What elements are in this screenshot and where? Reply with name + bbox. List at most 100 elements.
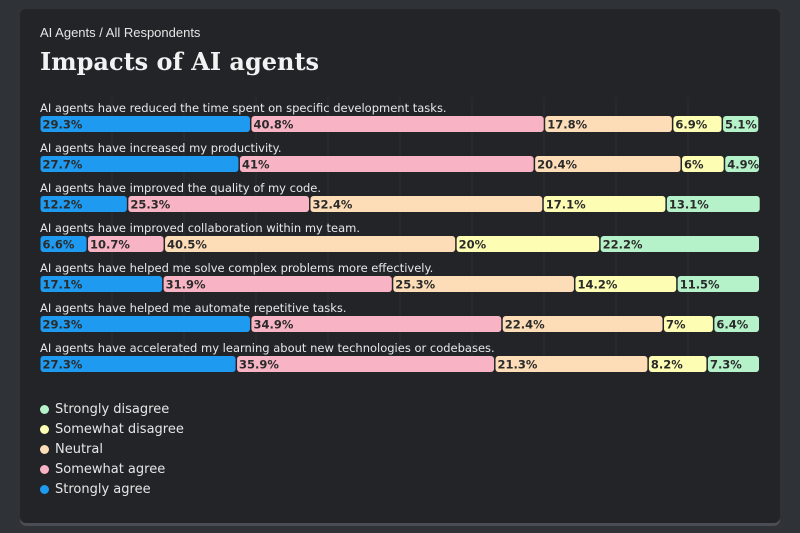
bar-segment-group[interactable]: 4.9% (725, 156, 760, 172)
bar-segment-group[interactable]: 22.2% (600, 236, 759, 252)
bar-segment[interactable] (677, 276, 759, 292)
bar-segment[interactable] (40, 276, 163, 292)
bar-segment[interactable] (40, 196, 127, 212)
bar-segment-group[interactable]: 12.2% (40, 196, 127, 212)
bar-segment[interactable] (456, 236, 600, 252)
bar-segment-group[interactable]: 40.5% (165, 236, 456, 252)
bar-segment[interactable] (163, 276, 392, 292)
chart-legend: Strongly disagree Somewhat disagree Neutra… (40, 399, 184, 499)
bar-segment[interactable] (165, 236, 456, 252)
bar-segment-group[interactable]: 32.4% (310, 196, 543, 212)
data-label: 27.7% (43, 158, 83, 172)
bar-segment-group[interactable]: 17.1% (543, 196, 666, 212)
legend-item[interactable]: Neutral (40, 439, 184, 459)
bar-segment-group[interactable]: 29.3% (40, 116, 250, 132)
stacked-bar-chart: AI agents have reduced the time spent on… (40, 97, 760, 374)
bar-segment-group[interactable]: 7.3% (707, 356, 759, 372)
legend-item[interactable]: Strongly disagree (40, 399, 184, 419)
bar-segment-group[interactable]: 10.7% (88, 236, 164, 252)
bar-segment[interactable] (543, 196, 666, 212)
bar-segment-group[interactable]: 25.3% (128, 196, 309, 212)
bar-segment[interactable] (666, 196, 760, 212)
data-label: 17.8% (547, 118, 587, 132)
category-label: AI agents have helped me solve complex p… (40, 261, 433, 275)
bar-segment-group[interactable]: 17.8% (545, 116, 672, 132)
bar-segment[interactable] (128, 196, 309, 212)
legend-label: Somewhat agree (55, 461, 166, 477)
bar-segment-group[interactable]: 27.7% (40, 156, 239, 172)
category-label: AI agents have increased my productivity… (40, 141, 282, 155)
bar-segment[interactable] (251, 316, 502, 332)
bar-segment[interactable] (682, 156, 724, 172)
bar-segment[interactable] (714, 316, 759, 332)
data-label: 40.8% (253, 118, 293, 132)
bar-segment[interactable] (88, 236, 164, 252)
data-label: 14.2% (577, 278, 617, 292)
bar-segment[interactable] (648, 356, 707, 372)
bar-segment-group[interactable]: 5.1% (723, 116, 759, 132)
data-label: 25.3% (130, 198, 170, 212)
legend-dot-icon (40, 464, 49, 474)
bar-segment-group[interactable]: 25.3% (393, 276, 574, 292)
bar-segment[interactable] (664, 316, 713, 332)
data-label: 25.3% (395, 278, 435, 292)
bar-segment[interactable] (251, 116, 544, 132)
data-label: 41% (242, 158, 270, 172)
bar-segment-group[interactable]: 13.1% (666, 196, 760, 212)
bar-segment[interactable] (535, 156, 681, 172)
bar-segment-group[interactable]: 41% (239, 156, 534, 172)
data-label: 12.2% (43, 198, 83, 212)
bar-segment-group[interactable]: 22.4% (502, 316, 663, 332)
legend-label: Somewhat disagree (55, 421, 184, 437)
bar-segment-group[interactable]: 40.8% (251, 116, 544, 132)
bar-segment[interactable] (725, 156, 759, 172)
category-label: AI agents have accelerated my learning a… (40, 341, 495, 355)
bar-segment-group[interactable]: 6.6% (40, 236, 87, 252)
legend-item[interactable]: Somewhat agree (40, 459, 184, 479)
data-label: 5.1% (725, 118, 757, 132)
bar-segment-group[interactable]: 20.4% (535, 156, 681, 172)
legend-item[interactable]: Somewhat disagree (40, 419, 184, 439)
data-label: 29.3% (43, 118, 83, 132)
bar-segment[interactable] (40, 156, 239, 172)
bar-segment[interactable] (600, 236, 759, 252)
breadcrumb[interactable]: AI Agents / All Respondents (40, 25, 201, 40)
bar-segment[interactable] (40, 236, 87, 252)
data-label: 11.5% (680, 278, 720, 292)
bar-segment[interactable] (40, 316, 250, 332)
bar-segment-group[interactable]: 11.5% (677, 276, 759, 292)
bar-segment-group[interactable]: 34.9% (251, 316, 502, 332)
data-label: 21.3% (498, 358, 538, 372)
bar-segment-group[interactable]: 14.2% (575, 276, 677, 292)
bar-segment[interactable] (239, 156, 534, 172)
bar-segment-group[interactable]: 35.9% (237, 356, 495, 372)
bar-segment-group[interactable]: 20% (456, 236, 600, 252)
bar-segment[interactable] (723, 116, 759, 132)
bar-segment[interactable] (545, 116, 672, 132)
bar-segment[interactable] (673, 116, 722, 132)
data-label: 40.5% (167, 238, 207, 252)
bar-segment-group[interactable]: 27.3% (40, 356, 236, 372)
bar-segment[interactable] (502, 316, 663, 332)
bar-segment[interactable] (495, 356, 648, 372)
bar-segment-group[interactable]: 31.9% (163, 276, 392, 292)
bar-segment[interactable] (393, 276, 574, 292)
bar-segment[interactable] (237, 356, 495, 372)
bar-segment-group[interactable]: 21.3% (495, 356, 648, 372)
bar-segment-group[interactable]: 6% (682, 156, 724, 172)
data-label: 22.2% (603, 238, 643, 252)
bar-segment-group[interactable]: 8.2% (648, 356, 707, 372)
data-label: 7.3% (710, 358, 742, 372)
bar-segment[interactable] (310, 196, 543, 212)
bar-segment-group[interactable]: 29.3% (40, 316, 250, 332)
bar-segment-group[interactable]: 7% (664, 316, 713, 332)
bar-segment[interactable] (575, 276, 677, 292)
bar-segment-group[interactable]: 6.9% (673, 116, 722, 132)
data-label: 27.3% (43, 358, 83, 372)
bar-segment-group[interactable]: 6.4% (714, 316, 759, 332)
bar-segment[interactable] (40, 116, 250, 132)
bar-segment[interactable] (707, 356, 759, 372)
bar-segment[interactable] (40, 356, 236, 372)
bar-segment-group[interactable]: 17.1% (40, 276, 163, 292)
legend-item[interactable]: Strongly agree (40, 479, 184, 499)
